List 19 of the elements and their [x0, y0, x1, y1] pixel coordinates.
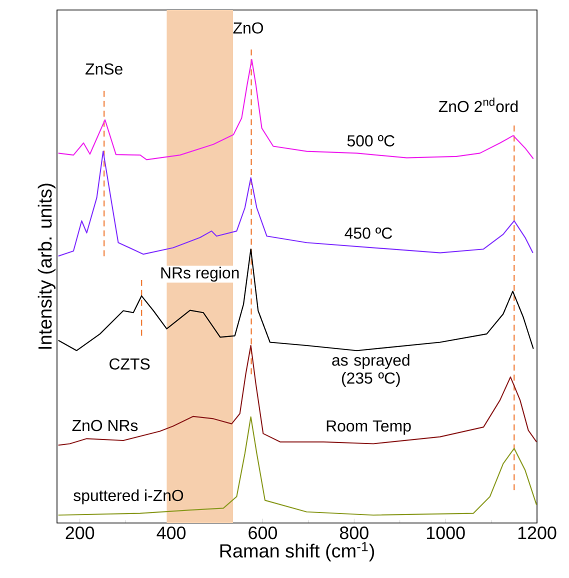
band-label: NRs region: [161, 266, 239, 282]
x-tick-label: 1000: [426, 526, 465, 540]
x-axis-title: Raman shift (cm$^{-1}$): [220, 542, 374, 562]
series-label: sputtered i-ZnO: [74, 489, 184, 504]
ref-line-label: CZTS: [110, 358, 150, 370]
y-axis-title: Intensity (arb. units): [38, 184, 56, 349]
annotation: Room Temp: [326, 420, 411, 435]
x-tick-label: 800: [340, 526, 368, 540]
x-tick-label: 200: [66, 526, 94, 540]
series-label: ZnO NRs: [72, 420, 138, 432]
x-tick-label: 1200: [518, 526, 556, 540]
series-label: as sprayed (235 ºC): [332, 354, 410, 387]
ref-line-label: ZnO: [233, 22, 264, 34]
x-tick-label: 400: [156, 526, 186, 540]
series-label: 450 ºC: [344, 228, 392, 239]
ref-line-label: ZnSe: [86, 63, 122, 75]
series-label: 500 ºC: [347, 135, 394, 146]
x-tick-label: 600: [248, 526, 277, 540]
ref-line-label: ZnO 2$^{nd}$ord: [438, 98, 518, 112]
